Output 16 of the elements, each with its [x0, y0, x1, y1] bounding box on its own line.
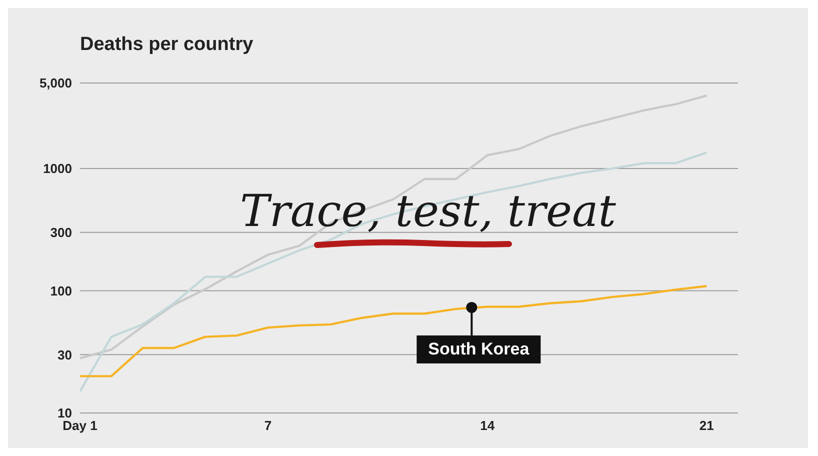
y-tick-label: 100 [50, 283, 72, 298]
line-series [80, 151, 708, 393]
y-tick-label: 1000 [43, 161, 72, 176]
y-tick-label: 5,000 [39, 76, 72, 91]
x-tick-label: 21 [699, 418, 714, 434]
annotation: Trace, test, treat [240, 186, 616, 237]
y-tick-label: 10 [58, 406, 72, 421]
line-series [80, 285, 708, 378]
annotation: South Korea [428, 339, 530, 358]
x-tick-label: 7 [264, 418, 272, 434]
chart-title: Deaths per country [80, 34, 254, 56]
x-tick-label: Day 1 [62, 418, 98, 434]
line-series [80, 94, 708, 360]
x-tick-label: 14 [480, 418, 496, 434]
y-tick-label: 300 [50, 225, 72, 240]
y-tick-label: 30 [58, 347, 72, 362]
